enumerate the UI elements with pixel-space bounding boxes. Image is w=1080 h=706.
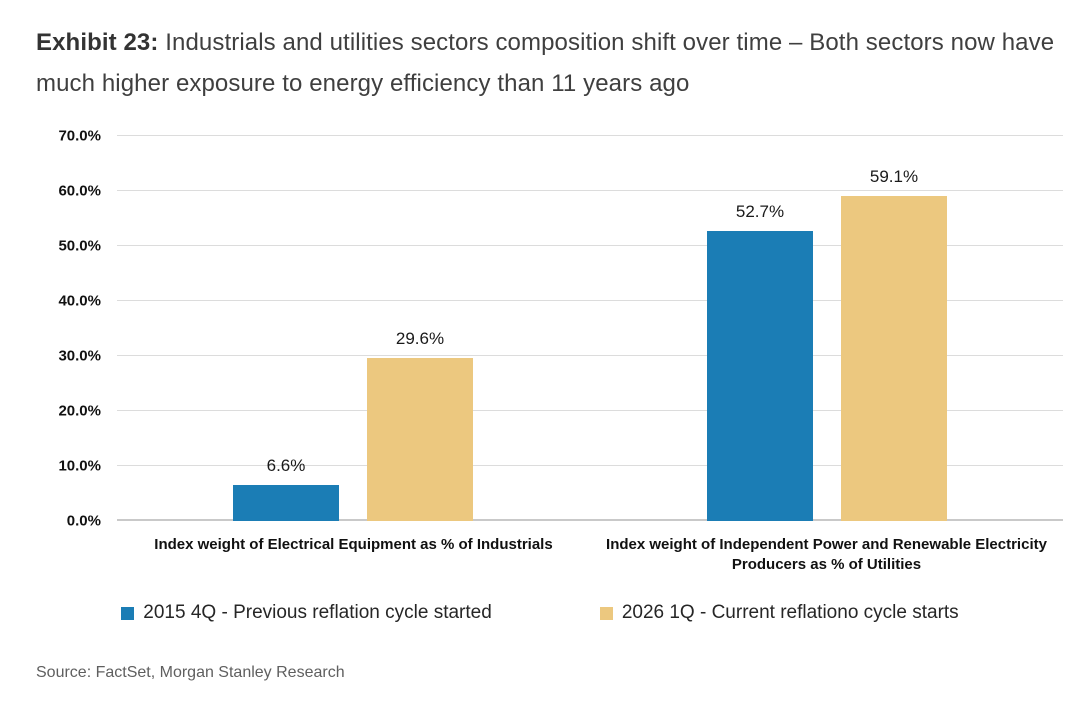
legend-item-2026: 2026 1Q - Current reflationo cycle start… xyxy=(599,602,959,624)
y-axis-tick-label: 0.0% xyxy=(66,512,101,530)
bar-2015-group2 xyxy=(707,231,813,521)
exhibit-title: Exhibit 23: Industrials and utilities se… xyxy=(36,22,1064,104)
x-axis-category-text: Index weight of Independent Power and Re… xyxy=(606,536,1047,573)
gridline xyxy=(117,245,1063,246)
y-axis-tick-label: 10.0% xyxy=(58,457,101,475)
y-axis-tick-label: 20.0% xyxy=(58,402,101,420)
bar-2026-group1 xyxy=(367,358,473,521)
bar-value-label: 29.6% xyxy=(395,329,445,349)
x-axis-category-label: Index weight of Independent Power and Re… xyxy=(590,535,1063,575)
bar-value-label: 52.7% xyxy=(735,202,785,222)
gridline xyxy=(117,465,1063,466)
x-axis-labels: Index weight of Electrical Equipment as … xyxy=(117,535,1063,587)
y-axis-tick-label: 70.0% xyxy=(58,127,101,145)
exhibit-label: Exhibit 23: xyxy=(36,29,159,56)
y-axis-tick-label: 60.0% xyxy=(58,182,101,200)
plot-area: 0.0% 10.0% 20.0% 30.0% 40.0% 50.0% 60.0% 70.0% 6… xyxy=(58,128,1063,530)
gridline xyxy=(117,355,1063,356)
x-axis-category-label: Index weight of Electrical Equipment as … xyxy=(117,535,590,555)
gridline xyxy=(117,410,1063,411)
legend-swatch-icon xyxy=(121,606,135,620)
gridline xyxy=(117,135,1063,136)
chart-legend: 2015 4Q - Previous reflation cycle start… xyxy=(0,602,1080,624)
bar-2015-group1 xyxy=(233,484,339,521)
gridline xyxy=(117,190,1063,191)
bar-value-label: 59.1% xyxy=(869,166,919,186)
y-axis-tick-label: 40.0% xyxy=(58,292,101,310)
legend-item-2015: 2015 4Q - Previous reflation cycle start… xyxy=(121,602,492,624)
bar-2026-group2 xyxy=(841,195,947,521)
y-axis-tick-label: 50.0% xyxy=(58,237,101,255)
source-note: Source: FactSet, Morgan Stanley Research xyxy=(36,664,345,681)
exhibit-title-text: Industrials and utilities sectors compos… xyxy=(36,29,1055,97)
x-axis-category-text: Index weight of Electrical Equipment as … xyxy=(154,536,553,553)
bar-value-label: 6.6% xyxy=(266,455,306,475)
legend-label: 2026 1Q - Current reflationo cycle start… xyxy=(621,602,959,623)
gridline xyxy=(117,300,1063,301)
y-axis-tick-label: 30.0% xyxy=(58,347,101,365)
legend-swatch-icon xyxy=(599,606,613,620)
legend-label: 2015 4Q - Previous reflation cycle start… xyxy=(143,602,492,623)
x-axis-line xyxy=(117,519,1063,521)
